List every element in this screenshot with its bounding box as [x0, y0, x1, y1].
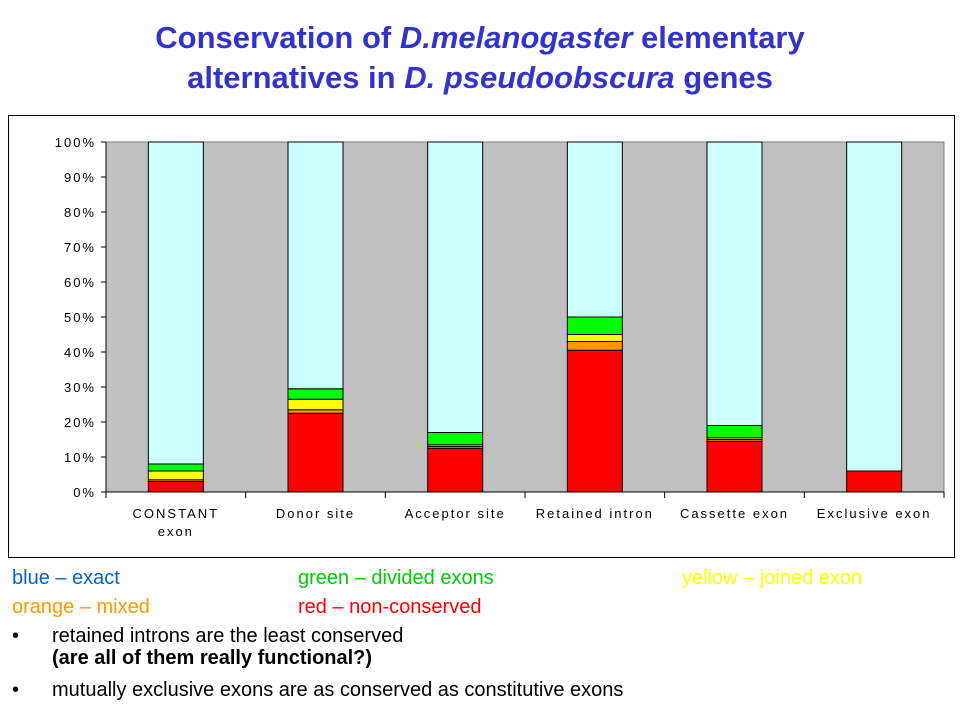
legend-red: red – non-conserved [298, 596, 482, 618]
y-tick-label: 0% [73, 485, 96, 500]
x-tick-label: Cassette exon [680, 506, 789, 521]
bar-segment-orange [566, 341, 623, 351]
bullet-list: • retained introns are the least conserv… [12, 625, 952, 711]
x-tick-label: Donor site [276, 506, 355, 521]
y-tick-label: 30% [64, 380, 96, 395]
y-tick-label: 50% [64, 310, 96, 325]
bar-segment-blue [287, 141, 344, 390]
bar-segment-red [846, 470, 903, 493]
bar-segment-blue [427, 141, 484, 433]
y-tick-label: 80% [64, 205, 96, 220]
bar-segment-green [566, 316, 623, 335]
title-line-1: Conservation of D.melanogaster elementar… [155, 20, 805, 55]
bar-segment-green [706, 425, 763, 439]
y-tick-label: 40% [64, 345, 96, 360]
bullet-item: • mutually exclusive exons are as conser… [12, 679, 952, 701]
bar-segment-orange [287, 409, 344, 414]
bullet-symbol: • [12, 679, 20, 701]
legend-blue: blue – exact [12, 567, 120, 589]
bar-segment-blue [147, 141, 204, 465]
bullet-item: • retained introns are the least conserv… [12, 625, 952, 669]
legend-green: green – divided exons [298, 567, 494, 589]
bar-segment-green [147, 463, 204, 472]
x-tick-label: exon [158, 524, 194, 539]
bullet-symbol: • [12, 625, 20, 647]
title-line-2: alternatives in D. pseudoobscura genes [187, 60, 773, 95]
bar-segment-yellow [566, 334, 623, 342]
slide-title: Conservation of D.melanogaster elementar… [0, 18, 960, 98]
bar-segment-blue [566, 141, 623, 318]
x-tick-label: CONSTANT [133, 506, 220, 521]
x-tick-label: Exclusive exon [817, 506, 932, 521]
legend-yellow: yellow – joined exon [682, 567, 863, 589]
bar-segment-blue [846, 141, 903, 472]
bar-segment-red [287, 412, 344, 493]
bar-segment-green [427, 432, 484, 446]
y-tick-label: 60% [64, 275, 96, 290]
bar-segment-blue [706, 141, 763, 426]
legend-orange: orange – mixed [12, 596, 150, 618]
bar-segment-yellow [287, 398, 344, 411]
x-tick-label: Retained intron [536, 506, 654, 521]
x-tick-label: Acceptor site [405, 506, 506, 521]
bar-segment-red [566, 349, 623, 493]
bullet-subtext: (are all of them really functional?) [52, 647, 373, 669]
bullet-text: retained introns are the least conserved [52, 625, 404, 647]
y-tick-label: 20% [64, 415, 96, 430]
y-tick-label: 10% [64, 450, 96, 465]
chart-frame: 0% 10% 20% 30% 40% 50% 60% 70% 80% 90% 100% CONSTAN… [8, 115, 955, 558]
bar-segment-green [287, 388, 344, 400]
stacked-bar-chart: 0% 10% 20% 30% 40% 50% 60% 70% 80% 90% 100% CONSTAN… [55, 135, 945, 539]
y-tick-label: 90% [64, 170, 96, 185]
bar-segment-red [706, 440, 763, 493]
bar-segment-yellow [147, 470, 204, 481]
bar-segment-red [147, 481, 204, 493]
y-tick-label: 70% [64, 240, 96, 255]
bullet-text: mutually exclusive exons are as conserve… [52, 679, 624, 701]
y-tick-label: 100% [55, 135, 96, 150]
plot-area [105, 141, 945, 493]
bar-segment-red [427, 447, 484, 493]
